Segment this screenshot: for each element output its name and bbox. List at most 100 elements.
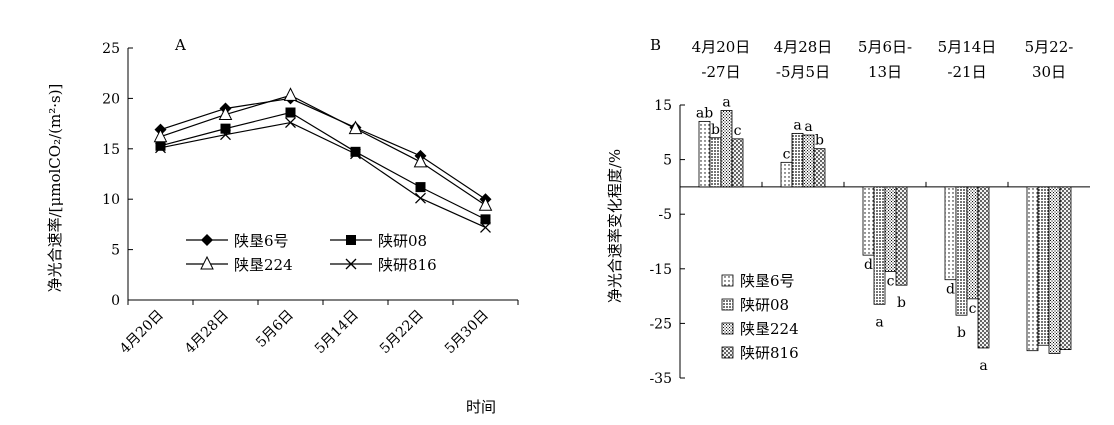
b-bar	[862, 186, 875, 256]
b-bar	[780, 161, 793, 188]
a-x-tick-label: 4月28日	[182, 307, 232, 357]
a-series-4-marker	[285, 117, 296, 129]
b-bar	[1037, 186, 1050, 346]
b-category-label: 5月22-	[1025, 38, 1074, 56]
b-y-tick-label: -15	[649, 262, 672, 278]
b-category-label: -5月5日	[776, 63, 830, 81]
b-panel-label: B	[650, 36, 661, 54]
a-x-tick-label: 5月22日	[377, 307, 427, 357]
a-series-4-marker	[480, 221, 491, 233]
b-bar	[966, 186, 979, 300]
b-y-tick-label: 15	[654, 98, 672, 114]
a-series-3-marker	[413, 153, 428, 168]
b-legend-swatch	[721, 346, 734, 359]
a-series-4-marker	[415, 192, 426, 204]
b-legend-swatch	[721, 322, 734, 335]
a-y-tick-label: 5	[111, 243, 120, 259]
b-legend-label: 陕研816	[740, 344, 799, 362]
a-legend-label: 陕垦6号	[234, 232, 289, 250]
b-significance-label: a	[979, 358, 987, 374]
b-category-label: 13日	[868, 63, 902, 81]
b-legend-label: 陕研08	[740, 296, 789, 314]
a-series-3-marker	[348, 120, 363, 135]
b-legend-swatch	[721, 274, 734, 287]
a-legend-label: 陕研816	[378, 256, 437, 274]
a-series-3-marker	[218, 106, 233, 121]
b-bar	[802, 134, 815, 188]
b-significance-label: c	[969, 301, 977, 317]
a-series-3-marker	[283, 87, 298, 101]
b-bar	[709, 137, 722, 188]
panel-a-line-chart: 0 5 10 15 20 25 4月20日 4月28日 5月6日 5月14日 5月22日 5月30日 A…	[46, 36, 519, 416]
a-legend-marker	[345, 258, 357, 270]
b-significance-label: c	[734, 123, 742, 139]
b-bar	[1026, 186, 1039, 352]
b-significance-label: c	[887, 274, 895, 290]
b-bar	[813, 148, 826, 188]
b-bar	[977, 186, 990, 349]
a-legend-marker	[201, 234, 213, 246]
b-bar	[698, 120, 711, 188]
b-bar	[731, 138, 744, 188]
a-series-2-marker	[480, 214, 491, 225]
b-significance-label: b	[897, 295, 906, 311]
b-category-label: 5月14日	[938, 38, 997, 56]
a-series-2-marker	[415, 182, 426, 193]
a-y-tick-label: 25	[102, 41, 120, 57]
b-significance-label: a	[804, 119, 812, 135]
a-panel-label: A	[174, 36, 186, 54]
a-series-4-marker	[155, 142, 166, 154]
a-series-2-marker	[155, 140, 166, 151]
b-category-label: -21日	[947, 63, 986, 81]
b-bar	[1048, 186, 1061, 354]
b-significance-label: a	[875, 314, 883, 330]
a-series-4-marker	[220, 129, 231, 141]
b-category-label: -27日	[701, 63, 740, 81]
b-significance-label: c	[783, 146, 791, 162]
b-bar	[720, 110, 733, 188]
b-bar	[873, 186, 886, 305]
b-significance-label: d	[864, 257, 873, 273]
a-x-tick-label: 5月30日	[442, 307, 492, 357]
b-legend-swatch	[721, 298, 734, 311]
a-y-tick-label: 15	[102, 142, 120, 158]
a-x-tick-label: 5月6日	[253, 307, 297, 351]
a-series-2-marker	[220, 123, 231, 134]
a-legend-marker	[346, 235, 356, 245]
b-bar	[955, 186, 968, 316]
a-series-line-2	[160, 111, 486, 220]
b-category-label: 5月6日-	[858, 38, 912, 56]
a-legend-label: 陕垦224	[234, 256, 293, 274]
b-y-tick-label: -25	[649, 316, 672, 332]
b-legend-label: 陕垦224	[740, 320, 799, 338]
b-bar	[1059, 186, 1072, 351]
b-significance-label: a	[793, 117, 801, 133]
a-series-4-marker	[350, 148, 361, 160]
a-series-2-marker	[285, 107, 296, 118]
b-significance-label: a	[722, 94, 730, 110]
a-series-line-3	[160, 94, 486, 206]
a-x-axis-title: 时间	[466, 398, 496, 416]
b-category-label: 4月28日	[774, 38, 833, 56]
b-bar	[895, 186, 908, 286]
b-bar	[884, 186, 897, 272]
a-y-tick-label: 0	[111, 293, 120, 309]
a-x-tick-label: 5月14日	[312, 307, 362, 357]
b-significance-label: b	[957, 325, 966, 341]
a-y-tick-label: 20	[102, 91, 120, 107]
a-series-3-marker	[153, 128, 168, 143]
a-legend-label: 陕研08	[378, 232, 427, 250]
b-category-label: 30日	[1032, 63, 1066, 81]
b-legend-label: 陕垦6号	[740, 272, 795, 290]
a-series-line-4	[160, 121, 486, 228]
panel-b-bar-chart: 15 5 -5 -15 -25 -35 B 净光合速率变化程度/% 4月20日 -27日 4月28日…	[606, 36, 1090, 387]
b-significance-label: d	[946, 282, 955, 298]
b-significance-label: b	[815, 133, 824, 149]
a-x-tick-label: 4月20日	[117, 307, 167, 357]
b-y-tick-label: 5	[663, 153, 672, 169]
b-bar	[791, 132, 804, 188]
a-series-line-1	[160, 97, 486, 200]
b-significance-label: ab	[696, 105, 713, 121]
a-y-tick-label: 10	[102, 192, 120, 208]
